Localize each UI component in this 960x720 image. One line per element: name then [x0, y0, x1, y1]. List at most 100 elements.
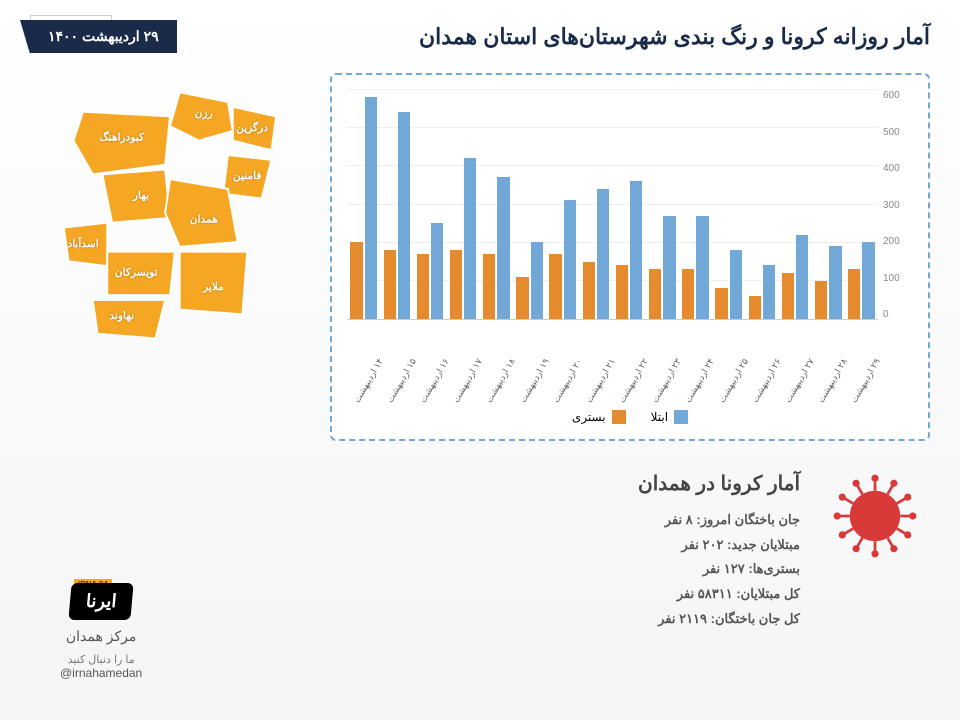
legend-item: ابتلا: [651, 410, 688, 424]
bar-bastari: [616, 265, 628, 319]
x-label: ۲۵ اردیبهشت: [716, 357, 750, 405]
map-region-label: اسدآباد: [67, 236, 98, 250]
legend-label: بستری: [572, 410, 606, 424]
bar-ebtela: [564, 200, 576, 319]
bar-bastari: [715, 288, 727, 319]
x-label: ۲۰ اردیبهشت: [550, 357, 584, 405]
bar-bastari: [682, 269, 694, 319]
bar-bastari: [815, 281, 827, 319]
footer-logo: IRNA 24 ایرنا مرکز همدان ما را دنبال کنی…: [60, 583, 142, 680]
x-label: ۱۵ اردیبهشت: [384, 357, 418, 405]
stats-block: آمار کرونا در همدان جان باختگان امروز: ۸…: [638, 471, 800, 631]
legend-swatch: [674, 410, 688, 424]
bar-bastari: [483, 254, 495, 319]
bar-ebtela: [796, 235, 808, 319]
stat-line: کل جان باختگان: ۲۱۱۹ نفر: [638, 607, 800, 632]
virus-icon: [830, 471, 920, 561]
bar-ebtela: [398, 112, 410, 319]
x-label: ۲۸ اردیبهشت: [816, 357, 850, 405]
bar-ebtela: [497, 177, 509, 319]
y-axis: 0 100 200 300 400 500 600: [883, 90, 918, 320]
bar-ebtela: [531, 242, 543, 319]
y-tick: 500: [883, 127, 918, 138]
bar-group: ۱۴ اردیبهشت: [350, 97, 377, 319]
date-badge: ۲۹ اردیبهشت ۱۴۰۰: [30, 20, 177, 53]
bar-group: ۲۰ اردیبهشت: [549, 200, 576, 319]
bar-ebtela: [431, 223, 443, 319]
stat-line: جان باختگان امروز: ۸ نفر: [638, 508, 800, 533]
bar-ebtela: [763, 265, 775, 319]
bar-group: ۲۵ اردیبهشت: [715, 250, 742, 319]
map-region-label: کبودراهنگ: [99, 130, 145, 144]
social-handle: @irnahamedan: [60, 666, 142, 680]
x-label: ۲۶ اردیبهشت: [750, 357, 784, 405]
chart-plot: ۱۴ اردیبهشت۱۵ اردیبهشت۱۶ اردیبهشت۱۷ اردی…: [347, 90, 878, 320]
bar-ebtela: [597, 189, 609, 319]
x-label: ۱۷ اردیبهشت: [451, 357, 485, 405]
bar-group: ۱۸ اردیبهشت: [483, 177, 510, 319]
bar-group: ۱۹ اردیبهشت: [516, 242, 543, 319]
chart-area: 0 100 200 300 400 500 600 ۱۴ اردیبهشت۱۵ اردیبه…: [342, 90, 918, 350]
stat-line: کل مبتلایان: ۵۸۳۱۱ نفر: [638, 582, 800, 607]
map-region-label: نهاوند: [109, 310, 134, 322]
bar-bastari: [749, 296, 761, 319]
map-region-label: درگزین: [236, 120, 268, 134]
bar-group: ۲۶ اردیبهشت: [749, 265, 776, 319]
chart-panel: 0100200300400500600 ۱۴ اردیبهشت۱۵ اردیبه…: [330, 73, 930, 441]
bar-group: ۲۴ اردیبهشت: [682, 216, 709, 320]
legend-label: ابتلا: [651, 410, 668, 424]
x-label: ۲۲ اردیبهشت: [617, 357, 651, 405]
x-label: ۲۱ اردیبهشت: [584, 357, 618, 405]
y-tick: 300: [883, 200, 918, 211]
page-title: آمار روزانه کرونا و رنگ بندی شهرستان‌های…: [419, 24, 930, 50]
bar-bastari: [516, 277, 528, 319]
y-tick: 100: [883, 273, 918, 284]
center-name: مرکز همدان: [60, 628, 142, 645]
bar-group: ۱۷ اردیبهشت: [450, 158, 477, 319]
follow-text: ما را دنبال کنید: [60, 653, 142, 666]
x-label: ۲۳ اردیبهشت: [650, 357, 684, 405]
bar-group: ۲۲ اردیبهشت: [616, 181, 643, 319]
province-map: رزندرگزینکبودراهنگفامنینبهارهمداناسدآباد…: [40, 73, 300, 353]
x-label: ۲۷ اردیبهشت: [783, 357, 817, 405]
map-region-label: همدان: [190, 214, 218, 226]
stats-section: آمار کرونا در همدان جان باختگان امروز: ۸…: [0, 451, 960, 651]
main-content: 0100200300400500600 ۱۴ اردیبهشت۱۵ اردیبه…: [0, 63, 960, 451]
y-tick: 200: [883, 236, 918, 247]
bar-bastari: [384, 250, 396, 319]
stat-line: مبتلایان جدید: ۲۰۲ نفر: [638, 533, 800, 558]
x-label: ۲۴ اردیبهشت: [683, 357, 717, 405]
x-label: ۱۴ اردیبهشت: [351, 357, 385, 405]
map-region-label: فامنین: [233, 170, 261, 182]
x-label: ۲۹ اردیبهشت: [849, 357, 883, 405]
bar-ebtela: [862, 242, 874, 319]
infographic-container: IRNA INFOGRAPHIC آمار روزانه کرونا و رنگ…: [0, 0, 960, 720]
y-tick: 0: [883, 309, 918, 320]
bar-ebtela: [630, 181, 642, 319]
y-tick: 400: [883, 163, 918, 174]
x-label: ۱۶ اردیبهشت: [418, 357, 452, 405]
bar-bastari: [350, 242, 362, 319]
legend-item: بستری: [572, 410, 626, 424]
bar-bastari: [417, 254, 429, 319]
y-tick: 600: [883, 90, 918, 101]
bar-ebtela: [663, 216, 675, 320]
stats-title: آمار کرونا در همدان: [638, 471, 800, 496]
bar-group: ۲۱ اردیبهشت: [583, 189, 610, 319]
bar-bastari: [450, 250, 462, 319]
bar-bastari: [649, 269, 661, 319]
header: آمار روزانه کرونا و رنگ بندی شهرستان‌های…: [0, 0, 960, 63]
map-region-label: ملایر: [202, 281, 224, 293]
bar-ebtela: [464, 158, 476, 319]
bar-bastari: [782, 273, 794, 319]
stats-lines: جان باختگان امروز: ۸ نفرمبتلایان جدید: ۲…: [638, 508, 800, 631]
irna24-text: ایرنا: [68, 583, 134, 620]
bar-group: ۲۷ اردیبهشت: [782, 235, 809, 319]
bar-bastari: [848, 269, 860, 319]
stat-line: بستری‌ها: ۱۲۷ نفر: [638, 557, 800, 582]
bar-group: ۲۹ اردیبهشت: [848, 242, 875, 319]
map-region-label: تویسرکان: [115, 267, 158, 279]
bar-group: ۱۶ اردیبهشت: [417, 223, 444, 319]
map-region-label: رزن: [195, 107, 213, 119]
bar-ebtela: [365, 97, 377, 319]
